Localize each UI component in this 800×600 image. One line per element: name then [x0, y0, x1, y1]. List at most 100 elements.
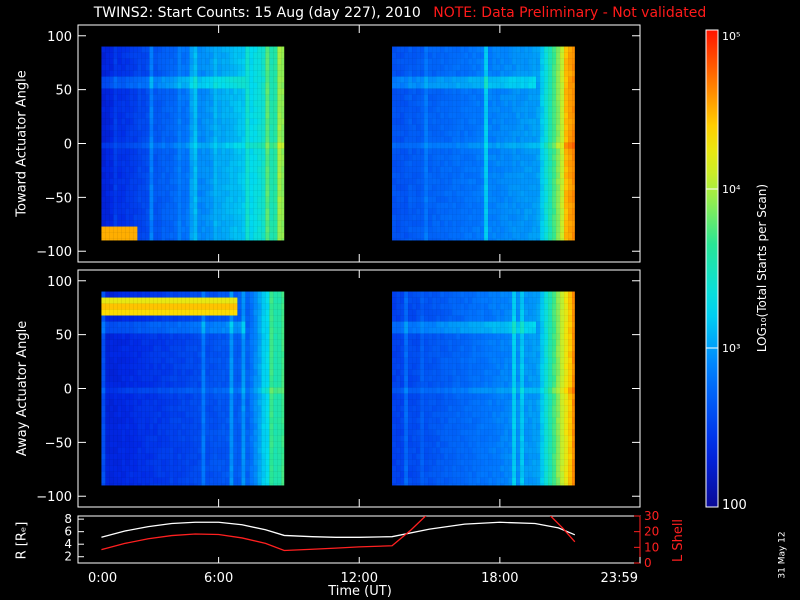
- heatmap-cell: [129, 172, 134, 179]
- heatmap-cell: [408, 70, 413, 77]
- heatmap-cell: [464, 232, 469, 239]
- heatmap-cell: [237, 297, 242, 304]
- heatmap-cell: [257, 154, 262, 161]
- heatmap-cell: [185, 303, 190, 310]
- heatmap-cell: [105, 118, 110, 125]
- heatmap-cell: [185, 435, 190, 442]
- heatmap-cell: [121, 363, 126, 370]
- heatmap-cell: [185, 333, 190, 340]
- heatmap-cell: [101, 238, 106, 241]
- heatmap-cell: [225, 291, 230, 298]
- heatmap-cell: [492, 106, 497, 113]
- heatmap-cell: [512, 106, 517, 113]
- heatmap-cell: [504, 130, 509, 137]
- heatmap-cell: [476, 52, 481, 59]
- heatmap-cell: [265, 375, 270, 382]
- heatmap-cell: [428, 435, 433, 442]
- heatmap-cell: [249, 405, 254, 412]
- heatmap-cell: [157, 387, 162, 394]
- heatmap-cell: [436, 82, 441, 89]
- heatmap-cell: [209, 333, 214, 340]
- heatmap-cell: [137, 333, 142, 340]
- heatmap-cell: [129, 423, 134, 430]
- heatmap-cell: [400, 202, 405, 209]
- heatmap-cell: [121, 351, 126, 358]
- heatmap-cell: [113, 220, 118, 227]
- heatmap-cell: [217, 339, 222, 346]
- heatmap-cell: [205, 303, 210, 310]
- heatmap-cell: [556, 88, 561, 95]
- heatmap-cell: [269, 94, 274, 101]
- heatmap-cell: [205, 136, 210, 143]
- heatmap-cell: [257, 136, 262, 143]
- heatmap-cell: [249, 106, 254, 113]
- heatmap-cell: [548, 214, 553, 221]
- heatmap-cell: [261, 387, 266, 394]
- heatmap-cell: [241, 453, 246, 460]
- heatmap-cell: [117, 130, 122, 137]
- heatmap-cell: [444, 64, 449, 71]
- heatmap-cell: [420, 70, 425, 77]
- heatmap-cell: [201, 190, 206, 197]
- heatmap-cell: [141, 64, 146, 71]
- heatmap-cell: [201, 64, 206, 71]
- heatmap-cell: [277, 411, 282, 418]
- heatmap-cell: [129, 417, 134, 424]
- heatmap-cell: [564, 184, 569, 191]
- heatmap-cell: [161, 100, 166, 107]
- heatmap-cell: [404, 321, 409, 328]
- heatmap-cell: [201, 196, 206, 203]
- heatmap-cell: [201, 226, 206, 233]
- heatmap-cell: [261, 220, 266, 227]
- heatmap-cell: [456, 112, 461, 119]
- heatmap-cell: [253, 160, 258, 167]
- heatmap-cell: [217, 465, 222, 472]
- heatmap-cell: [564, 214, 569, 221]
- heatmap-cell: [209, 214, 214, 221]
- heatmap-cell: [261, 202, 266, 209]
- heatmap-cell: [109, 447, 114, 454]
- heatmap-cell: [436, 232, 441, 239]
- heatmap-cell: [265, 196, 270, 203]
- heatmap-cell: [261, 46, 266, 53]
- heatmap-cell: [133, 333, 138, 340]
- heatmap-cell: [428, 136, 433, 143]
- heatmap-cell: [249, 477, 254, 484]
- heatmap-cell: [412, 339, 417, 346]
- heatmap-cell: [161, 52, 166, 59]
- heatmap-cell: [181, 405, 186, 412]
- heatmap-cell: [113, 381, 118, 388]
- heatmap-cell: [392, 148, 397, 155]
- heatmap-cell: [464, 208, 469, 215]
- heatmap-cell: [273, 369, 278, 376]
- heatmap-cell: [476, 238, 481, 241]
- heatmap-cell: [153, 447, 158, 454]
- heatmap-cell: [145, 196, 150, 203]
- heatmap-cell: [189, 106, 194, 113]
- heatmap-cell: [416, 297, 421, 304]
- heatmap-cell: [229, 399, 234, 406]
- heatmap-cell: [408, 345, 413, 352]
- heatmap-cell: [133, 441, 138, 448]
- heatmap-cell: [193, 483, 198, 486]
- heatmap-cell: [165, 160, 170, 167]
- heatmap-cell: [173, 220, 178, 227]
- heatmap-cell: [193, 291, 198, 298]
- heatmap-cell: [121, 154, 126, 161]
- heatmap-cell: [241, 447, 246, 454]
- heatmap-cell: [209, 64, 214, 71]
- heatmap-cell: [257, 214, 262, 221]
- heatmap-cell: [476, 46, 481, 53]
- heatmap-cell: [536, 142, 541, 149]
- heatmap-cell: [540, 64, 545, 71]
- heatmap-cell: [412, 130, 417, 137]
- heatmap-cell: [233, 94, 238, 101]
- heatmap-cell: [197, 220, 202, 227]
- heatmap-cell: [225, 303, 230, 310]
- heatmap-cell: [400, 477, 405, 484]
- heatmap-cell: [253, 375, 258, 382]
- heatmap-cell: [129, 184, 134, 191]
- heatmap-cell: [117, 136, 122, 143]
- heatmap-cell: [484, 106, 489, 113]
- heatmap-cell: [552, 226, 557, 233]
